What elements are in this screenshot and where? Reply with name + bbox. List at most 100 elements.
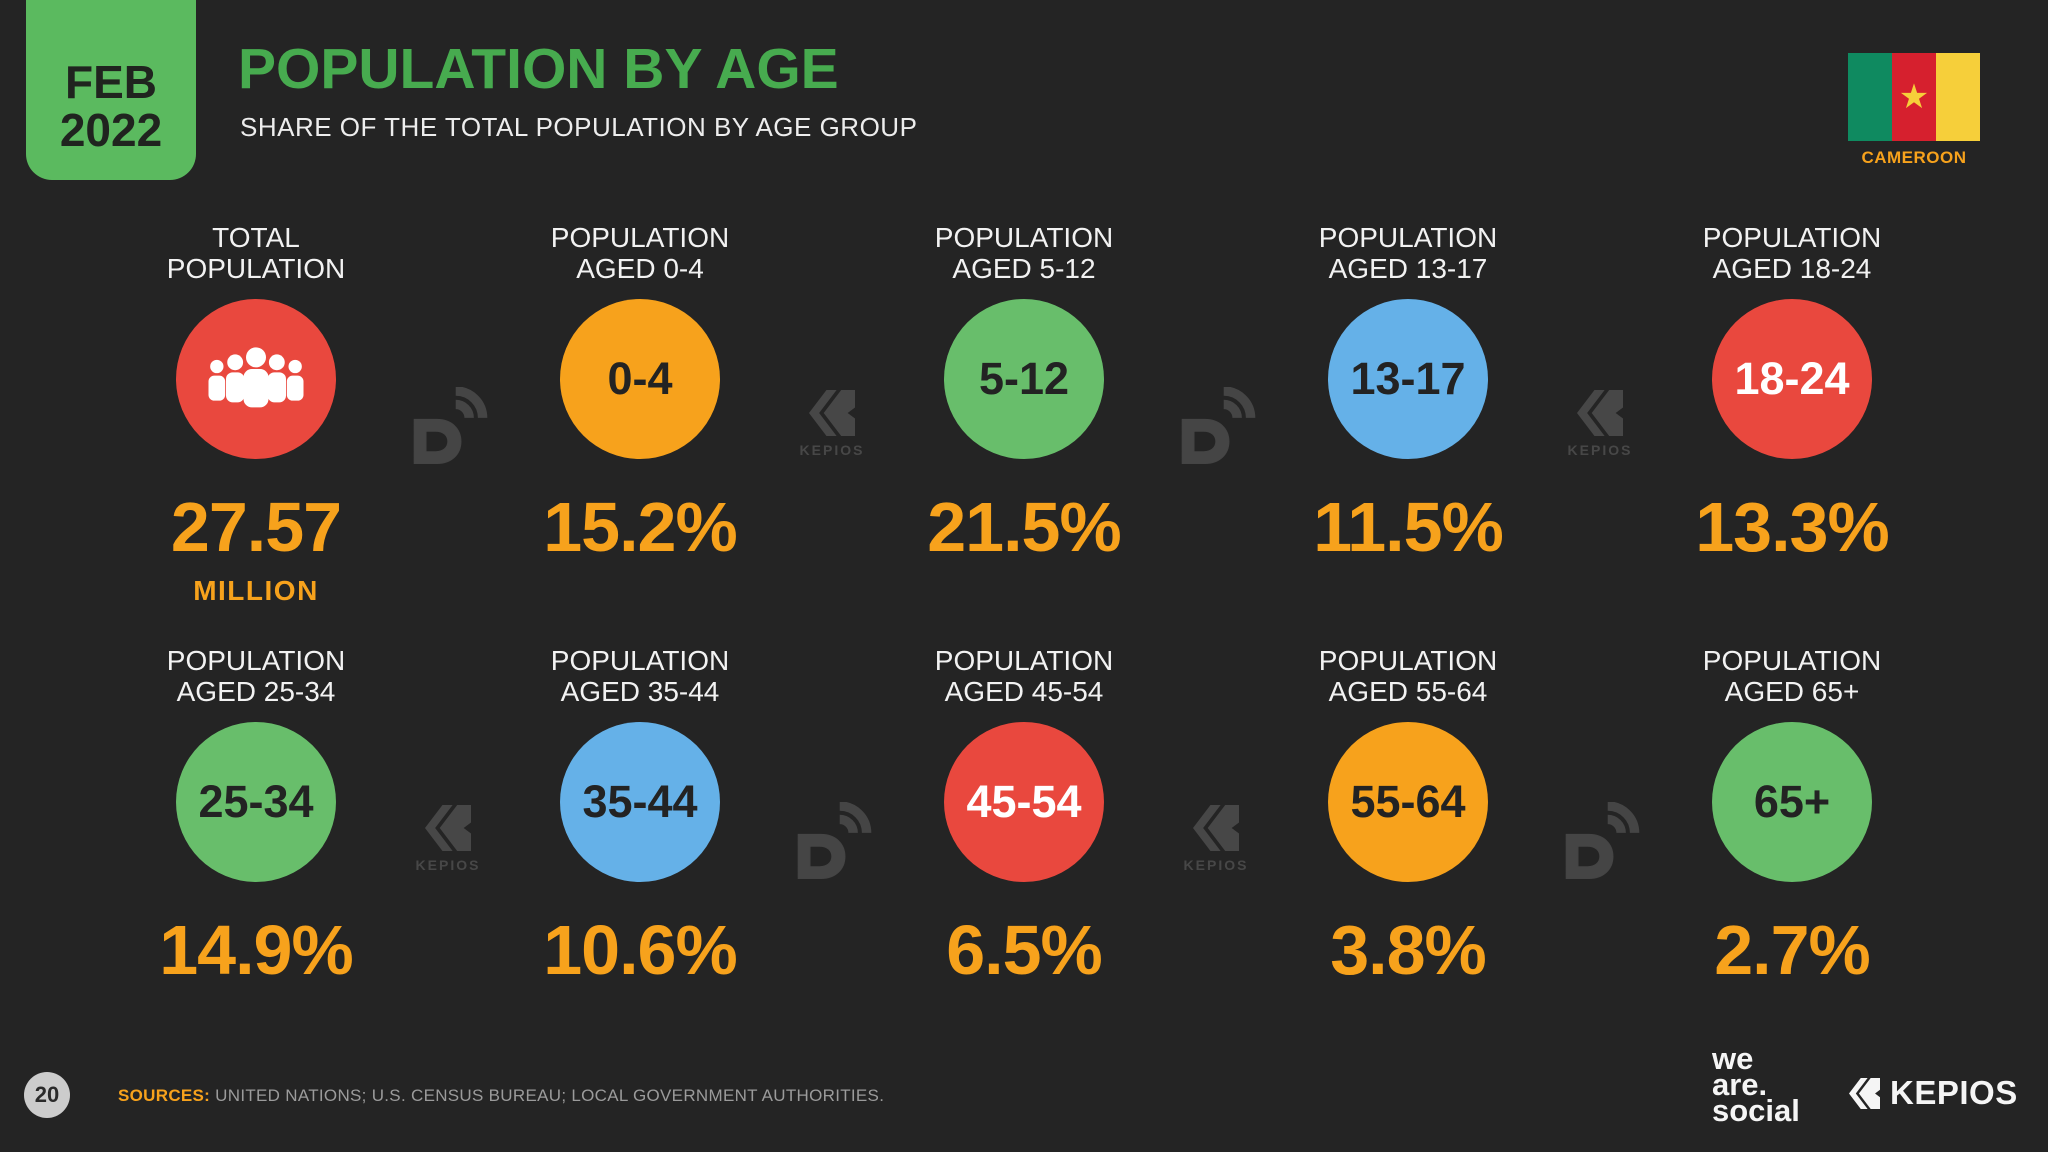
cameroon-flag-icon: ★ (1848, 53, 1980, 141)
kepios-watermark-icon (1577, 390, 1623, 436)
card-title-line2: AGED 25-34 (176, 676, 336, 707)
card-title-line1: POPULATION (550, 645, 730, 676)
card-title-line1: POPULATION (1702, 645, 1882, 676)
sources-text: UNITED NATIONS; U.S. CENSUS BUREAU; LOCA… (210, 1086, 885, 1105)
stat-value: 3.8% (1330, 911, 1487, 989)
flag-star-icon: ★ (1898, 78, 1930, 116)
datareportal-watermark-icon (1562, 802, 1640, 884)
datareportal-watermark-icon (794, 802, 872, 884)
kepios-watermark-label: KEPIOS (415, 857, 481, 873)
was-line3: social (1712, 1093, 1800, 1128)
card-title-line1: POPULATION (1702, 222, 1882, 253)
page-number-badge: 20 (24, 1072, 70, 1118)
stat-value: 13.3% (1695, 488, 1889, 566)
datareportal-watermark-icon (1178, 387, 1256, 469)
card-title: POPULATION AGED 55-64 (1319, 645, 1497, 707)
kepios-logo: KEPIOS (1849, 1074, 2018, 1112)
stat-value: 27.57 (170, 488, 342, 566)
age-range-label: 18-24 (1734, 353, 1850, 404)
people-group-icon (208, 347, 304, 408)
card-title: POPULATION AGED 5-12 (935, 222, 1113, 284)
country-label: CAMEROON (1861, 148, 1967, 167)
card-title-line1: POPULATION (1318, 222, 1498, 253)
age-range-label: 25-34 (198, 776, 314, 827)
total-population-circle (176, 299, 336, 459)
age-circle: 45-54 (944, 722, 1104, 882)
stat-card-total-population: TOTAL POPULATION 27.57 MILLION (64, 222, 448, 607)
age-range-label: 5-12 (978, 353, 1070, 404)
flag-red-stripe: ★ (1892, 53, 1936, 141)
age-circle: 65+ (1712, 722, 1872, 882)
card-title: POPULATION AGED 18-24 (1703, 222, 1881, 284)
stat-card-aged-35-44: POPULATION AGED 35-44 35-44 10.6% (448, 645, 832, 990)
age-range-label: 65+ (1753, 776, 1831, 827)
stat-value: 2.7% (1714, 911, 1871, 989)
datareportal-watermark-icon (410, 387, 488, 469)
kepios-watermark-label: KEPIOS (1567, 442, 1633, 458)
card-title-line2: AGED 65+ (1724, 676, 1860, 707)
age-range-label: 55-64 (1350, 776, 1466, 827)
stats-row-1: TOTAL POPULATION 27.57 MILLION POPULATIO… (64, 222, 1984, 607)
stat-value: 15.2% (543, 488, 737, 566)
stat-card-aged-0-4: POPULATION AGED 0-4 0-4 15.2% (448, 222, 832, 607)
stat-value: 21.5% (927, 488, 1121, 566)
age-range-label: 35-44 (582, 776, 698, 827)
card-title: POPULATION AGED 65+ (1703, 645, 1881, 707)
card-title-line1: POPULATION (1318, 645, 1498, 676)
card-title-line2: AGED 5-12 (952, 253, 1096, 284)
stat-card-aged-55-64: POPULATION AGED 55-64 55-64 3.8% (1216, 645, 1600, 990)
we-are-social-logo: we are. social (1712, 1041, 1800, 1128)
card-title-line2: AGED 45-54 (944, 676, 1104, 707)
age-range-label: 45-54 (966, 776, 1082, 827)
kepios-watermark: KEPIOS (1156, 805, 1276, 873)
kepios-logo-icon (1849, 1077, 1880, 1109)
sources-line: SOURCES: UNITED NATIONS; U.S. CENSUS BUR… (118, 1086, 884, 1106)
badge-month: FEB (65, 56, 157, 108)
was-line1: we (1712, 1041, 1754, 1076)
page-subtitle: SHARE OF THE TOTAL POPULATION BY AGE GRO… (240, 112, 918, 142)
card-title-line1: POPULATION (934, 222, 1114, 253)
was-line2: are. (1712, 1067, 1768, 1102)
date-badge: FEB 2022 (26, 0, 196, 180)
kepios-watermark: KEPIOS (1540, 390, 1660, 458)
card-title-line1: POPULATION (166, 645, 346, 676)
card-title-line1: TOTAL (212, 222, 300, 253)
card-title-line2: AGED 55-64 (1328, 676, 1488, 707)
card-title-line2: AGED 35-44 (560, 676, 720, 707)
card-title: POPULATION AGED 35-44 (551, 645, 729, 707)
kepios-watermark-icon (425, 805, 471, 851)
kepios-watermark-icon (1193, 805, 1239, 851)
kepios-watermark-icon (809, 390, 855, 436)
age-range-label: 13-17 (1350, 353, 1466, 404)
card-title-line2: AGED 18-24 (1712, 253, 1872, 284)
stat-card-aged-65-plus: POPULATION AGED 65+ 65+ 2.7% (1600, 645, 1984, 990)
kepios-watermark-label: KEPIOS (1183, 857, 1249, 873)
card-title: POPULATION AGED 13-17 (1319, 222, 1497, 284)
kepios-watermark: KEPIOS (388, 805, 508, 873)
card-title: POPULATION AGED 0-4 (551, 222, 729, 284)
stat-card-aged-45-54: POPULATION AGED 45-54 45-54 6.5% (832, 645, 1216, 990)
card-title: TOTAL POPULATION (167, 222, 345, 284)
page-title: POPULATION BY AGE (238, 37, 839, 101)
age-circle: 18-24 (1712, 299, 1872, 459)
kepios-logo-text: KEPIOS (1890, 1074, 2018, 1111)
stats-row-2: POPULATION AGED 25-34 25-34 14.9% POPULA… (64, 645, 1984, 990)
age-circle: 35-44 (560, 722, 720, 882)
age-circle: 5-12 (944, 299, 1104, 459)
stat-value: 10.6% (543, 911, 737, 989)
stat-value-unit: MILLION (193, 575, 319, 606)
card-title-line2: AGED 0-4 (576, 253, 704, 284)
stat-card-aged-5-12: POPULATION AGED 5-12 5-12 21.5% (832, 222, 1216, 607)
sources-label: SOURCES: (118, 1086, 211, 1105)
flag-green-stripe (1848, 53, 1892, 141)
stat-value: 11.5% (1313, 488, 1504, 566)
kepios-watermark: KEPIOS (772, 390, 892, 458)
card-title-line1: POPULATION (934, 645, 1114, 676)
kepios-watermark-label: KEPIOS (799, 442, 865, 458)
card-title-line2: AGED 13-17 (1328, 253, 1488, 284)
stat-card-aged-25-34: POPULATION AGED 25-34 25-34 14.9% (64, 645, 448, 990)
age-range-label: 0-4 (607, 353, 673, 404)
stat-value: 14.9% (159, 911, 353, 989)
age-circle: 13-17 (1328, 299, 1488, 459)
